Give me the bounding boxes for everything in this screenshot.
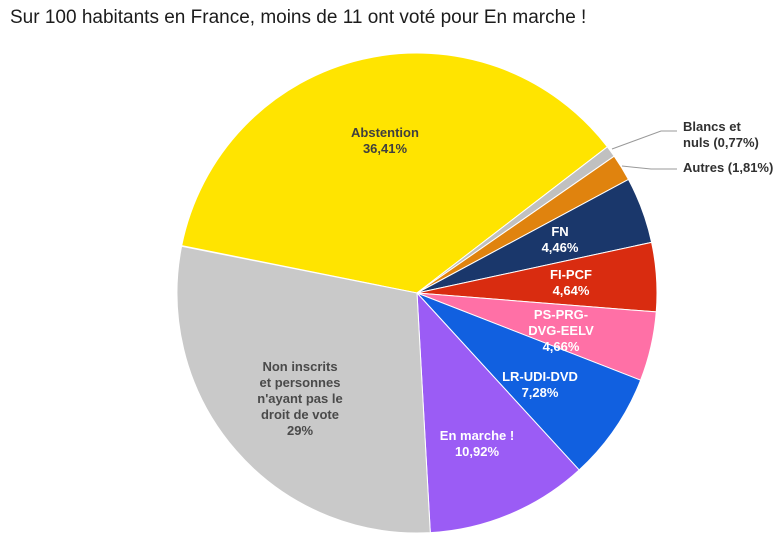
- slice-label-autres: Autres (1,81%): [683, 160, 773, 175]
- slice-label-fn: FN 4,46%: [542, 224, 579, 255]
- pie-slice-lr-udi-dvd[interactable]: [416, 292, 642, 471]
- slice-label-abstention: Abstention 36,41%: [351, 125, 419, 156]
- leader-line-blancs-et-nuls: [611, 130, 677, 150]
- leader-lines-group: [611, 130, 677, 170]
- chart-title: Sur 100 habitants en France, moins de 11…: [10, 7, 587, 28]
- slice-label-blancs-et-nuls: Blancs et nuls (0,77%): [683, 119, 759, 150]
- slice-label-ps-prg-dvg-eelv: PS-PRG-DVG-EELV 4,66%: [528, 307, 594, 354]
- pie-slice-en-marche[interactable]: [416, 292, 580, 534]
- pie-slice-non-inscrits-et-personnes-n-ayant-pas-le-droit-de-vote[interactable]: [176, 245, 431, 534]
- pie-slice-abstention[interactable]: [181, 52, 608, 294]
- slice-labels-group: Abstention 36,41% Blancs et nuls (0,77%) Aut…: [257, 119, 773, 459]
- slice-label-lr-udi-dvd: LR-UDI-DVD 7,28%: [502, 369, 578, 400]
- slice-label-en-marche: En marche ! 10,92%: [440, 428, 514, 459]
- leader-line-autres: [621, 165, 677, 170]
- slice-label-non-inscrits-et-personnes-n-ayant-pas-le-droit-de-vote: Non inscrits et personnes n'ayant pas le dr…: [257, 359, 342, 438]
- pie-slices-group: [176, 52, 658, 534]
- slice-label-fi-pcf: FI-PCF 4,64%: [550, 267, 592, 298]
